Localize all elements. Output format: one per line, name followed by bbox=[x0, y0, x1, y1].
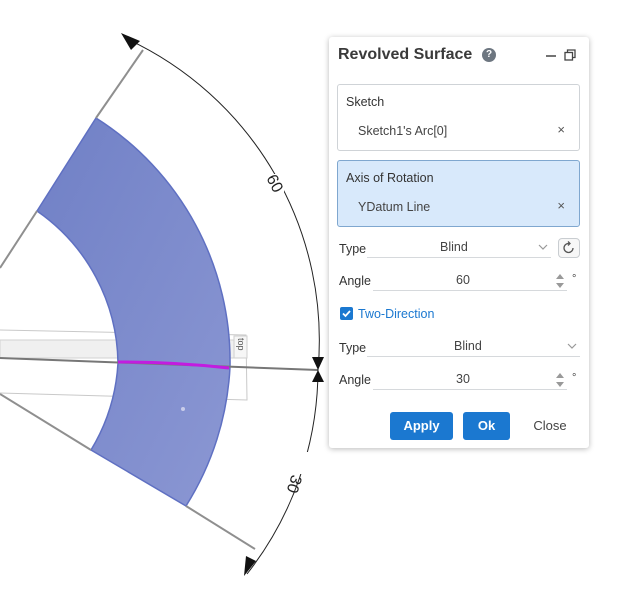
arrowhead-30-start bbox=[312, 370, 324, 382]
type-label-1: Type bbox=[339, 242, 367, 256]
selected-sketch-arc[interactable] bbox=[117, 360, 230, 370]
two-direction-checkbox[interactable] bbox=[340, 307, 353, 320]
angle-value-1: 60 bbox=[456, 273, 470, 287]
angle-label-2: Angle bbox=[339, 373, 371, 387]
dimension-60-label[interactable]: 60 bbox=[262, 172, 285, 196]
type-value-1: Blind bbox=[440, 240, 468, 254]
axis-clear-icon[interactable]: × bbox=[557, 198, 565, 213]
angle-value-2: 30 bbox=[456, 372, 470, 386]
angle-unit-2: ° bbox=[572, 372, 577, 384]
restore-window-icon[interactable] bbox=[563, 48, 577, 62]
sketch-value: Sketch1's Arc[0] bbox=[358, 124, 448, 138]
surface-center-dot bbox=[181, 407, 185, 411]
sketch-clear-icon[interactable]: × bbox=[557, 122, 565, 137]
angle-input-2[interactable]: 30 bbox=[373, 370, 567, 390]
minimize-icon[interactable] bbox=[544, 48, 558, 62]
reverse-direction-button[interactable] bbox=[558, 238, 580, 258]
arrowhead-60-end bbox=[312, 357, 324, 370]
refresh-icon bbox=[563, 241, 574, 254]
type-label-2: Type bbox=[339, 341, 367, 355]
revolved-surface-preview[interactable] bbox=[35, 116, 231, 508]
chevron-down-icon bbox=[538, 244, 548, 250]
dim-60-label-bg bbox=[262, 174, 284, 196]
axis-selection-box[interactable]: Axis of Rotation YDatum Line × bbox=[337, 160, 580, 227]
type-select-1[interactable]: Blind bbox=[367, 238, 551, 258]
sketch-label: Sketch bbox=[346, 95, 385, 109]
plane-tag: top bbox=[236, 338, 246, 351]
revolved-surface-panel: Revolved Surface ? Sketch Sketch1's Arc[… bbox=[329, 37, 589, 448]
dim-30-label-bg bbox=[288, 452, 310, 474]
type-select-2[interactable]: Blind bbox=[367, 337, 580, 357]
checkmark-icon bbox=[342, 310, 351, 318]
angle-spinner-1[interactable] bbox=[555, 271, 565, 291]
axis-label: Axis of Rotation bbox=[346, 171, 434, 185]
revolve-boundary-lines bbox=[0, 49, 256, 550]
angle-label-1: Angle bbox=[339, 274, 371, 288]
dimension-30-label[interactable]: 30 bbox=[283, 473, 305, 495]
two-direction-label[interactable]: Two-Direction bbox=[358, 307, 435, 321]
arrowhead-30-end bbox=[244, 556, 256, 576]
panel-title: Revolved Surface bbox=[338, 46, 473, 63]
sketch-selection-box[interactable]: Sketch Sketch1's Arc[0] × bbox=[337, 84, 580, 151]
axis-value: YDatum Line bbox=[358, 200, 431, 214]
panel-header: Revolved Surface ? bbox=[329, 37, 589, 75]
angle-spinner-2[interactable] bbox=[555, 370, 565, 390]
type-value-2: Blind bbox=[454, 339, 482, 353]
chevron-down-icon bbox=[567, 343, 577, 349]
arrowhead-60-start bbox=[121, 33, 140, 50]
close-button[interactable]: Close bbox=[527, 412, 573, 440]
angle-input-1[interactable]: 60 bbox=[373, 271, 567, 291]
angle-unit-1: ° bbox=[572, 273, 577, 285]
help-icon[interactable]: ? bbox=[482, 48, 496, 62]
apply-button[interactable]: Apply bbox=[390, 412, 453, 440]
dimension-arc-30[interactable] bbox=[246, 369, 319, 575]
ok-button[interactable]: Ok bbox=[463, 412, 510, 440]
